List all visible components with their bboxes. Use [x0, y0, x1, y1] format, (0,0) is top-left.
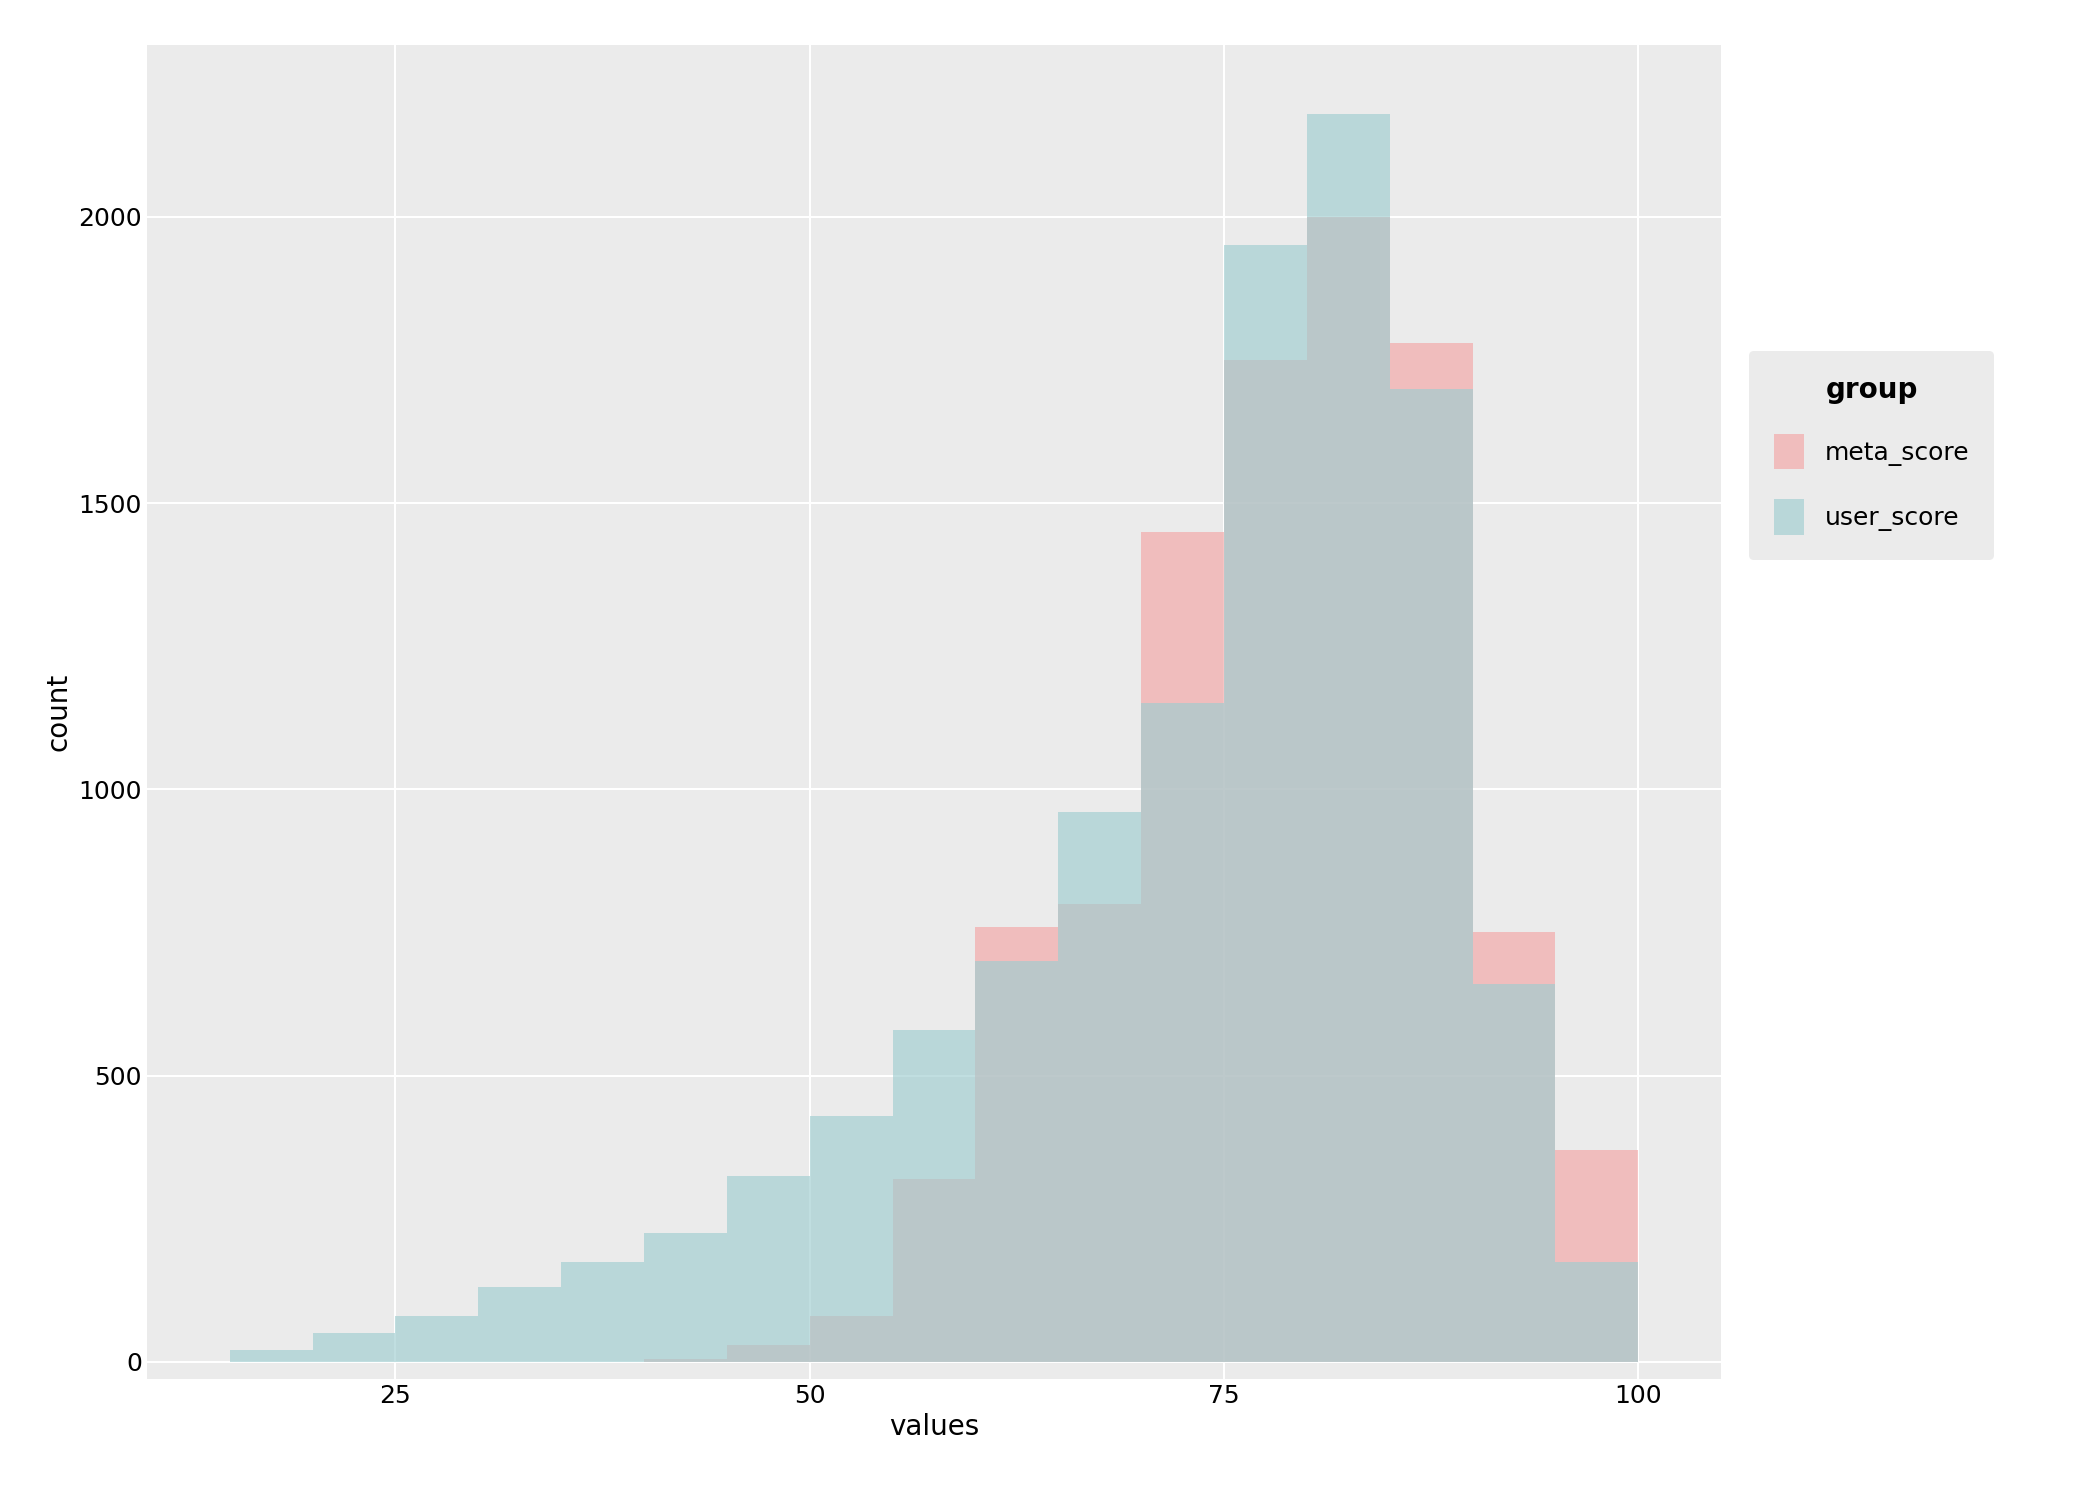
- Bar: [1390, 343, 1473, 1363]
- Bar: [892, 1030, 976, 1363]
- Bar: [1142, 532, 1224, 1363]
- Bar: [313, 1333, 395, 1363]
- Bar: [1308, 217, 1390, 1363]
- Bar: [1058, 812, 1142, 1363]
- X-axis label: values: values: [890, 1414, 978, 1442]
- Bar: [726, 1345, 810, 1363]
- Bar: [1473, 932, 1555, 1363]
- Bar: [229, 1351, 313, 1363]
- Bar: [644, 1360, 726, 1363]
- Bar: [976, 961, 1058, 1363]
- Bar: [976, 926, 1058, 1363]
- Bar: [726, 1175, 810, 1363]
- Bar: [395, 1316, 479, 1363]
- Bar: [1555, 1262, 1639, 1363]
- Bar: [1224, 246, 1308, 1363]
- Bar: [1308, 114, 1390, 1363]
- Bar: [1224, 360, 1308, 1363]
- Bar: [1058, 904, 1142, 1363]
- Bar: [644, 1234, 726, 1363]
- Bar: [1390, 388, 1473, 1363]
- Y-axis label: count: count: [44, 673, 73, 751]
- Bar: [479, 1288, 560, 1363]
- Bar: [1142, 703, 1224, 1363]
- Legend: meta_score, user_score: meta_score, user_score: [1748, 351, 1994, 559]
- Bar: [810, 1115, 892, 1363]
- Bar: [810, 1316, 892, 1363]
- Bar: [892, 1178, 976, 1363]
- Bar: [560, 1262, 644, 1363]
- Bar: [1555, 1150, 1639, 1363]
- Bar: [1473, 983, 1555, 1363]
